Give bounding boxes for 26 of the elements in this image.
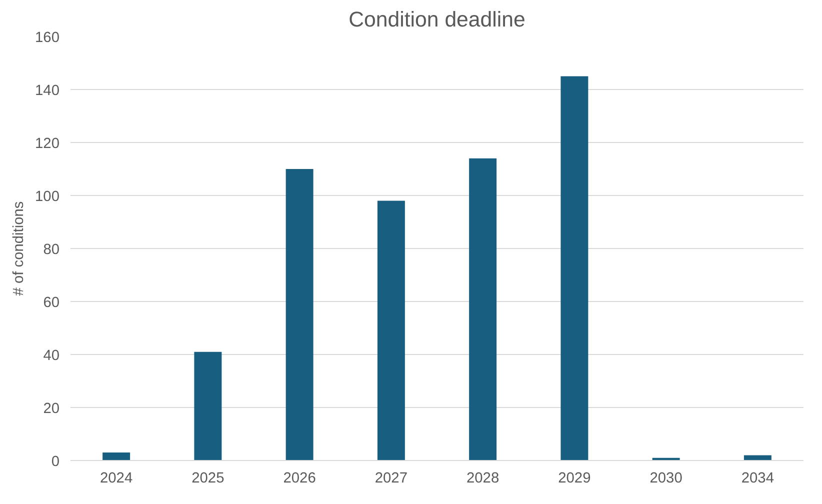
x-tick-label: 2027 (374, 470, 408, 486)
y-axis-title: # of conditions (11, 201, 28, 296)
bar (377, 200, 405, 460)
bar (194, 352, 222, 460)
y-tick-label: 0 (51, 454, 60, 470)
x-tick-label: 2028 (466, 470, 500, 486)
y-tick-label: 120 (35, 136, 60, 152)
x-tick-label: 2029 (558, 470, 591, 486)
bar (102, 452, 130, 460)
x-tick-label: 2034 (741, 470, 774, 486)
y-tick-label: 140 (35, 83, 60, 99)
bar (560, 76, 588, 460)
y-tick-label: 60 (43, 295, 60, 311)
y-tick-label: 20 (43, 401, 60, 417)
bar (744, 455, 772, 460)
y-tick-label: 100 (35, 189, 60, 205)
x-tick-label: 2025 (192, 470, 224, 486)
y-tick-label: 80 (43, 242, 60, 258)
chart-title: Condition deadline (348, 8, 526, 32)
bar (286, 169, 314, 460)
y-tick-label: 160 (35, 30, 60, 46)
x-tick-label: 2024 (100, 470, 133, 486)
x-tick-label: 2030 (650, 470, 682, 486)
bar (469, 158, 497, 460)
x-tick-label: 2026 (283, 470, 316, 486)
y-tick-label: 40 (43, 348, 60, 364)
